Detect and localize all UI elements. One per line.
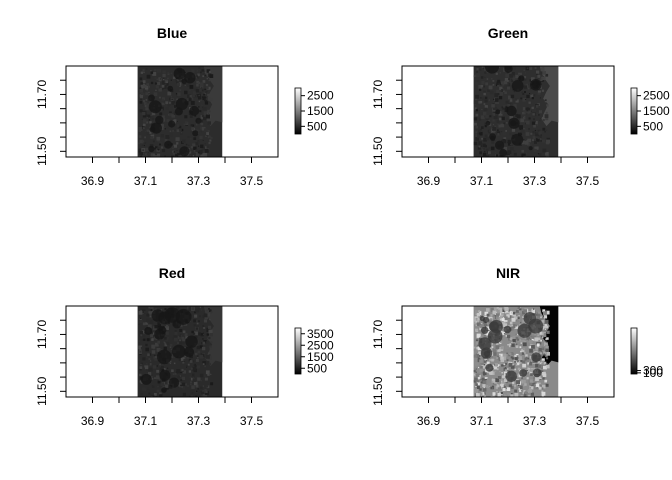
panel-red: Red 36.9 37.1 37.3 37.5 11.50 11.70 35002500150…	[35, 265, 334, 428]
legend-colorbar	[630, 87, 638, 135]
x-tick-label: 37.1	[470, 174, 494, 188]
raster-image	[473, 66, 559, 157]
x-tick-label: 37.3	[523, 174, 547, 188]
x-tick-label: 37.5	[240, 174, 264, 188]
y-tick-label: 11.70	[35, 320, 49, 349]
x-tick-label: 37.5	[240, 414, 264, 428]
x-tick-label: 36.9	[417, 174, 441, 188]
y-tick-label: 11.50	[371, 136, 385, 165]
panel-title: Red	[159, 265, 185, 281]
x-tick-label: 36.9	[81, 414, 105, 428]
x-tick-label: 37.5	[576, 174, 600, 188]
x-tick-label: 37.3	[187, 174, 211, 188]
legend-tick-label: 1500	[643, 104, 670, 118]
panel-green: Green 36.9 37.1 37.3 37.5 11.50 11.70 250015005…	[371, 25, 670, 188]
legend-colorbar	[294, 327, 302, 375]
x-tick-label: 37.1	[470, 414, 494, 428]
x-tick-label: 37.1	[134, 414, 158, 428]
y-tick-label: 11.50	[371, 376, 385, 405]
x-tick-label: 36.9	[417, 414, 441, 428]
legend-tick-label: 500	[307, 119, 327, 133]
panel-title: NIR	[496, 265, 520, 281]
legend-tick-label: 3500	[307, 327, 334, 341]
x-tick-label: 37.3	[523, 414, 547, 428]
legend-tick-label: 2500	[307, 89, 334, 103]
x-tick-label: 37.3	[187, 414, 211, 428]
raster-image	[137, 66, 223, 157]
legend-tick-label: 500	[643, 119, 663, 133]
raster-image	[473, 306, 559, 397]
legend-tick-label: 2500	[307, 338, 334, 352]
legend-colorbar	[294, 87, 302, 135]
x-tick-label: 36.9	[81, 174, 105, 188]
raster-image	[137, 306, 223, 397]
legend-tick-label: 2500	[643, 89, 670, 103]
x-tick-label: 37.1	[134, 174, 158, 188]
legend-tick-label: 300	[643, 364, 663, 378]
y-tick-label: 11.50	[35, 376, 49, 405]
legend-colorbar	[630, 327, 638, 375]
panel-blue: Blue 36.9 37.1 37.3 37.5 11.50 11.70 2500150050…	[35, 25, 334, 188]
y-tick-label: 11.70	[371, 80, 385, 109]
legend-tick-label: 1500	[307, 350, 334, 364]
legend-tick-label: 100	[643, 366, 663, 380]
legend-tick-label: 500	[307, 361, 327, 375]
y-tick-label: 11.70	[371, 320, 385, 349]
legend-tick-label: 1500	[307, 104, 334, 118]
panel-title: Blue	[157, 25, 188, 41]
x-tick-label: 37.5	[576, 414, 600, 428]
y-tick-label: 11.70	[35, 80, 49, 109]
y-tick-label: 11.50	[35, 136, 49, 165]
panel-title: Green	[488, 25, 528, 41]
